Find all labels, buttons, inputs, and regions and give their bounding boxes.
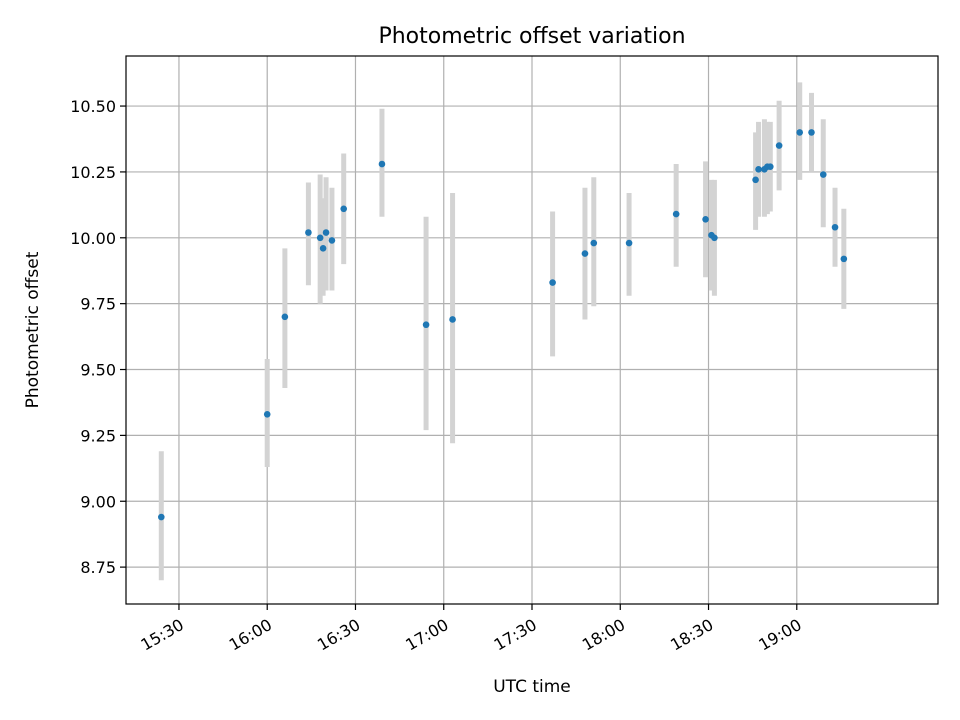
- y-tick-label: 9.75: [80, 295, 116, 314]
- x-tick-label: 19:00: [755, 615, 804, 655]
- y-tick-label: 10.00: [70, 229, 116, 248]
- data-point: [831, 223, 839, 231]
- data-point: [581, 250, 589, 257]
- data-point: [590, 239, 598, 247]
- y-tick-label: 9.25: [80, 426, 116, 445]
- y-tick-label: 10.50: [70, 97, 116, 116]
- data-point: [796, 129, 804, 136]
- x-axis-ticks: 15:30 16:00 16:30 17:00 17:30 18:00 18:30 19:00: [138, 604, 805, 655]
- data-point: [840, 255, 848, 263]
- y-axis-label: Photometric offset: [23, 251, 43, 408]
- data-point: [752, 176, 759, 184]
- data-point: [378, 160, 386, 168]
- x-tick-label: 17:30: [491, 615, 540, 655]
- data-point: [263, 411, 271, 418]
- data-point: [808, 129, 815, 136]
- error-bar-layer: [158, 82, 847, 581]
- data-point: [625, 239, 633, 247]
- data-point: [767, 163, 774, 170]
- x-tick-label: 16:00: [226, 615, 275, 655]
- data-point: [449, 316, 456, 323]
- data-point: [672, 210, 680, 218]
- x-tick-label: 16:30: [314, 615, 363, 655]
- chart-title: Photometric offset variation: [378, 24, 685, 49]
- data-point: [702, 216, 709, 223]
- data-point: [316, 234, 324, 242]
- data-point: [322, 229, 330, 236]
- y-tick-label: 10.25: [70, 163, 116, 182]
- data-point: [711, 234, 718, 242]
- data-point: [319, 245, 327, 252]
- data-point: [158, 513, 165, 521]
- point-layer: [158, 129, 848, 521]
- data-point: [422, 321, 430, 329]
- data-point: [328, 237, 336, 244]
- y-tick-label: 9.50: [80, 361, 116, 380]
- data-point: [775, 142, 783, 149]
- data-point: [340, 205, 348, 213]
- data-point: [305, 229, 312, 236]
- x-axis-label: UTC time: [493, 677, 571, 697]
- data-point: [549, 279, 556, 286]
- grid-layer: [126, 56, 938, 604]
- data-point: [819, 171, 827, 178]
- x-tick-label: 18:00: [579, 615, 628, 655]
- data-point: [281, 313, 289, 321]
- data-point: [755, 165, 762, 173]
- y-tick-label: 8.75: [80, 558, 116, 577]
- x-tick-label: 17:00: [402, 615, 451, 655]
- x-tick-label: 15:30: [138, 615, 187, 655]
- y-tick-label: 9.00: [80, 492, 116, 511]
- x-tick-label: 18:30: [667, 615, 716, 655]
- y-axis-ticks: 8.75 9.00 9.25 9.50 9.75 10.00 10.25 10.50: [70, 97, 126, 577]
